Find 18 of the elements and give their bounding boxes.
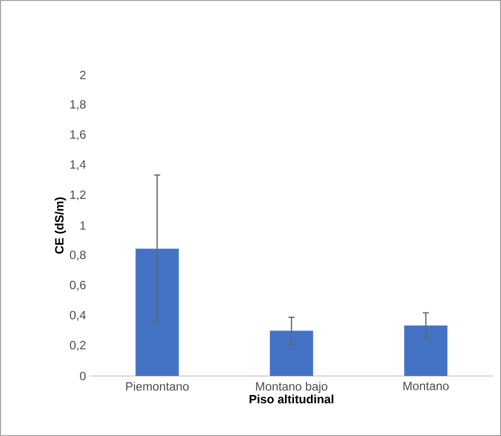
y-tick-label: 0,4 [70,310,86,321]
y-tick-label: 1,2 [70,190,86,200]
y-tick-label: 2 [80,70,86,80]
x-tick-label: Piemontano [126,382,189,391]
x-axis-title: Piso altitudinal [250,394,334,404]
y-axis-title: CE (dS/m) [54,197,66,254]
bar [270,330,314,376]
y-tick-label: 1,8 [70,100,86,110]
bar [404,325,448,376]
y-tick-label: 1 [80,221,86,230]
x-tick-label: Montano [403,382,449,390]
y-tick-label: 0,2 [70,340,86,351]
y-tick-label: 0 [80,372,86,380]
y-tick-label: 0,6 [70,280,86,291]
x-tick-label: Montano bajo [256,382,328,394]
y-tick-label: 0,8 [70,250,86,261]
y-tick-label: 1,6 [70,130,86,140]
y-tick-label: 1,4 [70,160,86,170]
